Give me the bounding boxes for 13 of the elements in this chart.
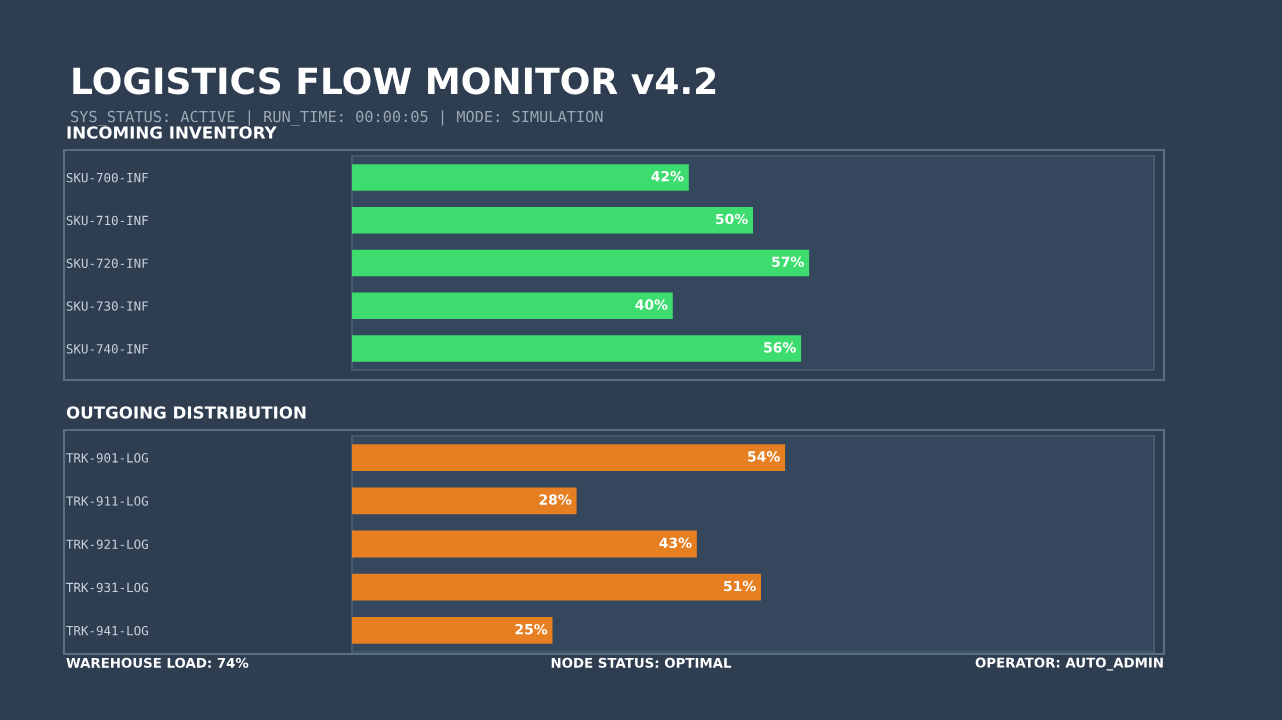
bar	[352, 530, 697, 558]
bar	[352, 164, 689, 191]
text: LOGISTICS FLOW MONITOR v4.2	[73, 67, 716, 95]
bar	[352, 206, 753, 234]
bar	[352, 487, 577, 515]
bar	[352, 444, 786, 471]
bar	[352, 617, 553, 644]
bar	[352, 292, 673, 320]
bar	[352, 573, 762, 601]
text: INCOMING INVENTORY	[67, 126, 277, 139]
bar	[352, 335, 802, 362]
text: OUTGOING DISTRIBUTION	[66, 406, 306, 419]
bar	[352, 249, 810, 277]
